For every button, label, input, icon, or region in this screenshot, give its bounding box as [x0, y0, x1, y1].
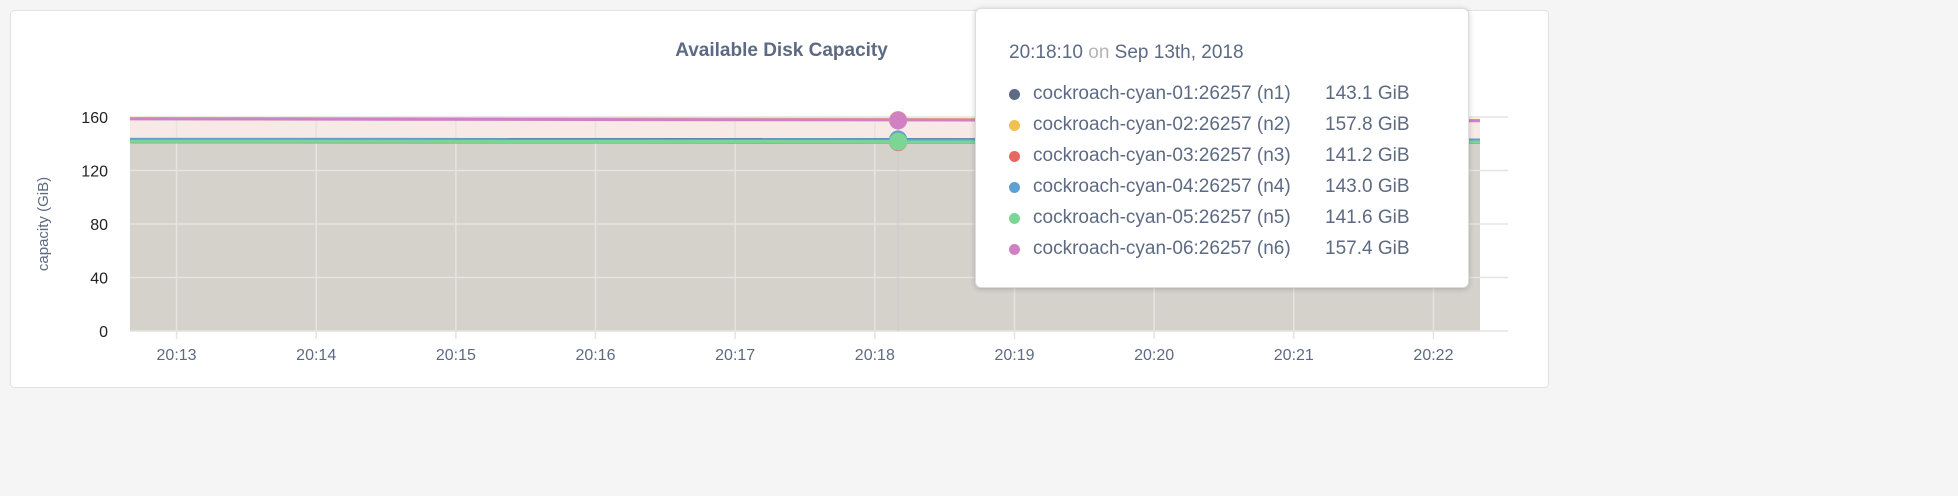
y-tick-label: 0: [99, 324, 108, 341]
series-value: 157.4 GiB: [1325, 238, 1410, 259]
hover-tooltip: 20:18:10 on Sep 13th, 2018 cockroach-cya…: [975, 8, 1469, 288]
tooltip-row: cockroach-cyan-06:26257 (n6) 157.4 GiB: [1009, 236, 1410, 262]
x-tick-label: 20:14: [296, 347, 336, 364]
tooltip-on: on: [1088, 42, 1110, 63]
x-tick-label: 20:22: [1413, 347, 1453, 364]
series-name: cockroach-cyan-01:26257 (n1): [1033, 83, 1291, 104]
series-value: 141.2 GiB: [1325, 145, 1410, 166]
hover-point: [889, 132, 908, 151]
series-name: cockroach-cyan-05:26257 (n5): [1033, 207, 1291, 228]
y-tick-label: 120: [81, 164, 108, 181]
series-value: 157.8 GiB: [1325, 114, 1410, 135]
series-value: 141.6 GiB: [1325, 207, 1410, 228]
y-tick-label: 80: [90, 217, 108, 234]
series-value: 143.0 GiB: [1325, 176, 1410, 197]
x-tick-label: 20:13: [157, 347, 197, 364]
series-color-dot: [1009, 150, 1020, 162]
tooltip-time: 20:18:10: [1009, 42, 1083, 63]
hover-point: [889, 111, 908, 130]
series-name: cockroach-cyan-03:26257 (n3): [1033, 145, 1291, 166]
series-name: cockroach-cyan-06:26257 (n6): [1033, 238, 1291, 259]
y-axis-label: capacity (GiB): [35, 177, 52, 271]
x-tick-label: 20:16: [575, 347, 615, 364]
y-tick-label: 160: [81, 110, 108, 127]
tooltip-row: cockroach-cyan-04:26257 (n4) 143.0 GiB: [1009, 174, 1410, 200]
x-tick-label: 20:18: [855, 347, 895, 364]
series-color-dot: [1009, 181, 1020, 193]
chart-title: Available Disk Capacity: [675, 40, 888, 61]
series-color-dot: [1009, 212, 1020, 224]
tooltip-row: cockroach-cyan-02:26257 (n2) 157.8 GiB: [1009, 112, 1410, 138]
x-tick-label: 20:15: [436, 347, 476, 364]
series-color-dot: [1009, 88, 1020, 100]
tooltip-header: 20:18:10 on Sep 13th, 2018: [1009, 42, 1244, 64]
series-color-dot: [1009, 243, 1020, 255]
tooltip-row: cockroach-cyan-01:26257 (n1) 143.1 GiB: [1009, 81, 1410, 107]
x-tick-label: 20:20: [1134, 347, 1174, 364]
series-name: cockroach-cyan-04:26257 (n4): [1033, 176, 1291, 197]
series-name: cockroach-cyan-02:26257 (n2): [1033, 114, 1291, 135]
x-tick-label: 20:17: [715, 347, 755, 364]
series-value: 143.1 GiB: [1325, 83, 1410, 104]
tooltip-date: Sep 13th, 2018: [1114, 42, 1244, 63]
tooltip-row: cockroach-cyan-05:26257 (n5) 141.6 GiB: [1009, 205, 1410, 231]
series-color-dot: [1009, 119, 1020, 131]
tooltip-row: cockroach-cyan-03:26257 (n3) 141.2 GiB: [1009, 143, 1410, 169]
x-tick-label: 20:19: [994, 347, 1034, 364]
y-tick-label: 40: [90, 271, 108, 288]
x-tick-label: 20:21: [1274, 347, 1314, 364]
